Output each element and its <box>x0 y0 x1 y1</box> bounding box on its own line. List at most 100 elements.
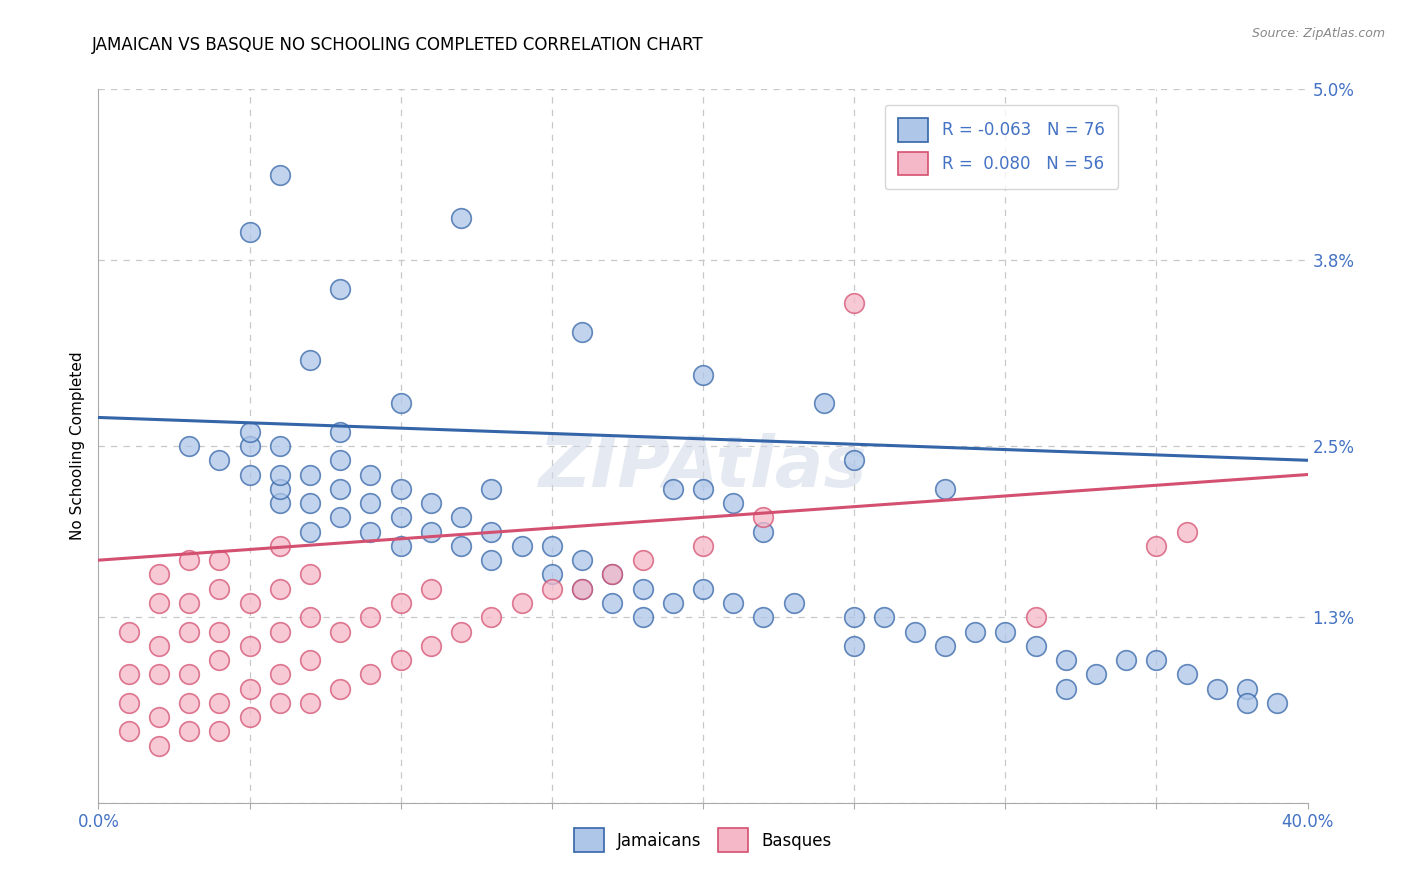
Point <box>269 539 291 553</box>
Point <box>602 567 624 582</box>
Point <box>329 681 352 696</box>
Point <box>420 639 443 653</box>
Point <box>329 282 352 296</box>
Point <box>510 539 533 553</box>
Text: Source: ZipAtlas.com: Source: ZipAtlas.com <box>1251 27 1385 40</box>
Point <box>239 681 262 696</box>
Point <box>813 396 835 410</box>
Point <box>1175 524 1198 539</box>
Point <box>148 596 170 610</box>
Point <box>179 724 201 739</box>
Point <box>389 396 412 410</box>
Point <box>844 296 866 310</box>
Point <box>723 596 745 610</box>
Point <box>873 610 896 624</box>
Point <box>239 225 262 239</box>
Point <box>1115 653 1137 667</box>
Point <box>450 624 472 639</box>
Point <box>692 539 714 553</box>
Point <box>783 596 806 610</box>
Point <box>299 353 322 368</box>
Point <box>510 596 533 610</box>
Point <box>299 653 322 667</box>
Point <box>148 710 170 724</box>
Point <box>994 624 1017 639</box>
Point <box>1025 610 1047 624</box>
Point <box>179 439 201 453</box>
Point <box>420 582 443 596</box>
Point <box>1175 667 1198 681</box>
Point <box>118 724 141 739</box>
Point <box>389 539 412 553</box>
Point <box>269 624 291 639</box>
Point <box>1054 653 1077 667</box>
Point <box>118 667 141 681</box>
Point <box>540 567 562 582</box>
Point <box>269 482 291 496</box>
Point <box>118 696 141 710</box>
Point <box>269 496 291 510</box>
Point <box>208 696 231 710</box>
Point <box>450 510 472 524</box>
Point <box>602 567 624 582</box>
Point <box>389 653 412 667</box>
Point <box>481 553 503 567</box>
Text: JAMAICAN VS BASQUE NO SCHOOLING COMPLETED CORRELATION CHART: JAMAICAN VS BASQUE NO SCHOOLING COMPLETE… <box>91 36 703 54</box>
Point <box>420 524 443 539</box>
Point <box>148 639 170 653</box>
Point <box>1236 696 1258 710</box>
Point <box>269 696 291 710</box>
Point <box>934 482 956 496</box>
Point <box>1267 696 1289 710</box>
Point <box>631 553 654 567</box>
Point <box>299 496 322 510</box>
Point <box>299 610 322 624</box>
Point <box>481 482 503 496</box>
Point <box>450 539 472 553</box>
Point <box>389 596 412 610</box>
Point <box>571 582 593 596</box>
Point <box>208 453 231 467</box>
Point <box>1146 653 1168 667</box>
Point <box>179 624 201 639</box>
Point <box>329 482 352 496</box>
Point <box>118 624 141 639</box>
Point <box>148 739 170 753</box>
Point <box>692 368 714 382</box>
Point <box>299 467 322 482</box>
Point <box>631 582 654 596</box>
Point <box>571 325 593 339</box>
Point <box>360 524 382 539</box>
Point <box>360 667 382 681</box>
Point <box>540 582 562 596</box>
Point <box>360 610 382 624</box>
Point <box>571 553 593 567</box>
Point <box>692 482 714 496</box>
Point <box>360 496 382 510</box>
Point <box>631 610 654 624</box>
Point <box>179 596 201 610</box>
Point <box>481 524 503 539</box>
Point <box>239 596 262 610</box>
Point <box>389 482 412 496</box>
Point <box>299 696 322 710</box>
Point <box>148 567 170 582</box>
Point <box>329 453 352 467</box>
Point <box>208 582 231 596</box>
Text: ZIPAtlas: ZIPAtlas <box>538 433 868 502</box>
Point <box>360 467 382 482</box>
Point <box>1146 539 1168 553</box>
Point <box>239 467 262 482</box>
Point <box>481 610 503 624</box>
Point <box>329 510 352 524</box>
Point <box>602 596 624 610</box>
Point <box>844 453 866 467</box>
Legend: Jamaicans, Basques: Jamaicans, Basques <box>567 822 839 859</box>
Point <box>329 425 352 439</box>
Point <box>329 624 352 639</box>
Point <box>661 596 683 610</box>
Point <box>661 482 683 496</box>
Point <box>179 696 201 710</box>
Point <box>540 539 562 553</box>
Point <box>389 510 412 524</box>
